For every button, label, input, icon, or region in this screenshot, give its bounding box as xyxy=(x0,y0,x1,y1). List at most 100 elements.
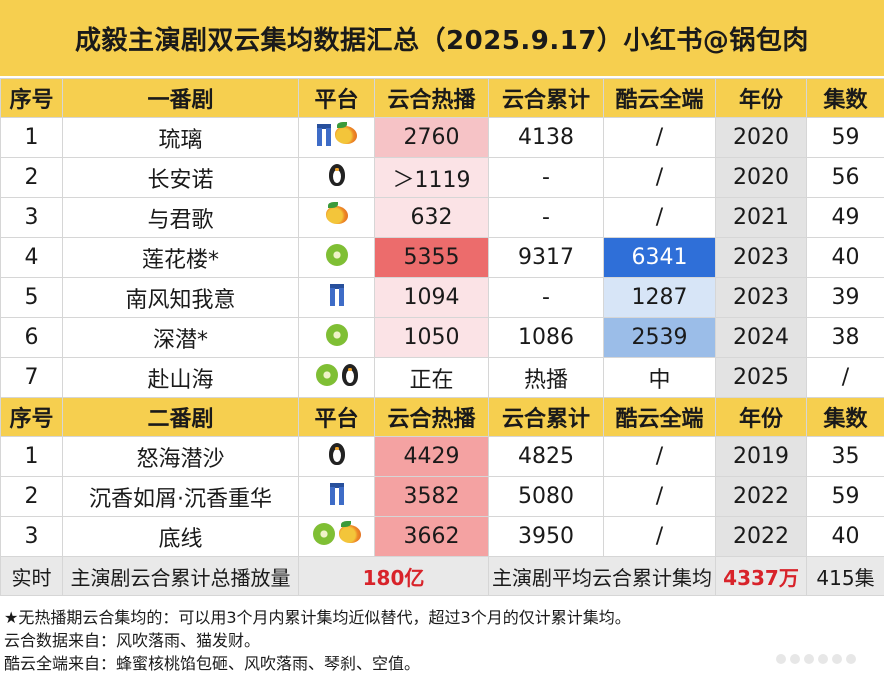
episodes-value: / xyxy=(806,357,884,398)
platform-cell xyxy=(298,237,375,278)
penguin-icon xyxy=(328,163,345,186)
platform-cell xyxy=(298,157,375,198)
platform-cell xyxy=(298,197,375,238)
drama-name: 怒海潜沙 xyxy=(62,436,299,477)
column-header: 集数 xyxy=(806,78,884,118)
kuyun-value: / xyxy=(603,476,716,517)
avg-label: 主演剧平均云合累计集均 xyxy=(488,556,716,596)
row-number: 5 xyxy=(0,277,63,318)
yunhe-total-value: - xyxy=(488,277,604,318)
yunhe-hot-value: 3582 xyxy=(374,476,489,517)
column-header: 年份 xyxy=(715,78,807,118)
column-header: 酷云全端 xyxy=(603,78,716,118)
episodes-value: 40 xyxy=(806,516,884,557)
penguin-icon xyxy=(341,363,358,386)
yunhe-total-value: 4825 xyxy=(488,436,604,477)
row-number: 1 xyxy=(0,436,63,477)
total-plays-label: 主演剧云合累计总播放量 xyxy=(62,556,299,596)
table-row: 1 怒海潜沙 4429 4825/2019 35 xyxy=(0,436,884,477)
drama-name: 沉香如屑·沉香重华 xyxy=(62,476,299,517)
yunhe-hot-value: 1050 xyxy=(374,317,489,358)
summary-row: 实时 主演剧云合累计总播放量 180亿 主演剧平均云合累计集均 4337万 415集 xyxy=(0,556,884,596)
platform-cell xyxy=(298,317,375,358)
drama-name: 赴山海 xyxy=(62,357,299,398)
drama-name: 长安诺 xyxy=(62,157,299,198)
kuyun-value: / xyxy=(603,436,716,477)
yunhe-hot-value: 3662 xyxy=(374,516,489,557)
kuyun-value: / xyxy=(603,197,716,238)
year-value: 2023 xyxy=(715,277,807,318)
column-header: 酷云全端 xyxy=(603,397,716,437)
total-plays-value: 180亿 xyxy=(298,556,489,596)
platform-cell xyxy=(298,436,375,477)
yunhe-total-value: 热播 xyxy=(488,357,604,398)
kiwi-icon xyxy=(325,323,348,346)
table-row: 4 莲花楼* 5355 9317 6341 2023 40 xyxy=(0,237,884,278)
row-number: 2 xyxy=(0,476,63,517)
column-header: 云合热播 xyxy=(374,78,489,118)
kuyun-value: / xyxy=(603,516,716,557)
episodes-value: 59 xyxy=(806,476,884,517)
jeans-icon xyxy=(329,283,344,306)
column-header: 年份 xyxy=(715,397,807,437)
yunhe-hot-value: 632 xyxy=(374,197,489,238)
drama-name: 深潜* xyxy=(62,317,299,358)
platform-cell xyxy=(298,516,375,557)
column-header: 平台 xyxy=(298,78,375,118)
column-header: 云合累计 xyxy=(488,78,604,118)
table-row: 7 赴山海 正在 热播中 2025/ xyxy=(0,357,884,398)
page-title: 成毅主演剧双云集均数据汇总（2025.9.17）小红书@锅包肉 xyxy=(0,0,884,76)
mango-icon xyxy=(325,202,348,224)
row-number: 2 xyxy=(0,157,63,198)
yunhe-total-value: - xyxy=(488,197,604,238)
kiwi-icon xyxy=(315,363,338,386)
kiwi-icon xyxy=(325,243,348,266)
platform-cell xyxy=(298,117,375,158)
mango-icon xyxy=(338,520,361,543)
yunhe-total-value: 3950 xyxy=(488,516,604,557)
table-row: 3 底线 3662 3950/2022 40 xyxy=(0,516,884,557)
year-value: 2023 xyxy=(715,237,807,278)
note-line: 云合数据来自：风吹落雨、猫发财。 xyxy=(4,631,261,650)
watermark xyxy=(776,653,864,665)
kiwi-icon xyxy=(312,522,335,545)
drama-name: 南风知我意 xyxy=(62,277,299,318)
yunhe-total-value: 5080 xyxy=(488,476,604,517)
year-value: 2019 xyxy=(715,436,807,477)
column-header: 集数 xyxy=(806,397,884,437)
yunhe-total-value: 9317 xyxy=(488,237,604,278)
yunhe-total-value: - xyxy=(488,157,604,198)
year-value: 2022 xyxy=(715,516,807,557)
episodes-total: 415集 xyxy=(806,556,884,596)
platform-cell xyxy=(298,277,375,318)
yunhe-total-value: 1086 xyxy=(488,317,604,358)
year-value: 2022 xyxy=(715,476,807,517)
column-header: 平台 xyxy=(298,397,375,437)
year-value: 2020 xyxy=(715,117,807,158)
year-value: 2021 xyxy=(715,197,807,238)
episodes-value: 49 xyxy=(806,197,884,238)
penguin-icon xyxy=(328,442,345,465)
drama-name: 莲花楼* xyxy=(62,237,299,278)
table-row: 5 南风知我意 1094-1287 2023 39 xyxy=(0,277,884,318)
kuyun-value: / xyxy=(603,157,716,198)
drama-name: 底线 xyxy=(62,516,299,557)
yunhe-hot-value: 正在 xyxy=(374,357,489,398)
table-row: 2 长安诺 ＞1119-/2020 56 xyxy=(0,157,884,198)
summary-label: 实时 xyxy=(0,556,63,596)
column-header: 二番剧 xyxy=(62,397,299,437)
row-number: 3 xyxy=(0,516,63,557)
row-number: 3 xyxy=(0,197,63,238)
column-header: 序号 xyxy=(0,78,63,118)
column-header: 云合累计 xyxy=(488,397,604,437)
data-table: 序号 一番剧 平台 云合热播 云合累计 酷云全端 年份 集数 1 琉璃 2760 4138/2020 5… xyxy=(0,78,884,596)
episodes-value: 39 xyxy=(806,277,884,318)
note-line: 酷云全端来自：蜂蜜核桃馅包砸、风吹落雨、琴刹、空值。 xyxy=(4,654,421,673)
row-number: 4 xyxy=(0,237,63,278)
notes: ★无热播期云合集均的：可以用3个月内累计集均近似替代，超过3个月的仅计累计集均。… xyxy=(4,606,631,675)
yunhe-hot-value: 2760 xyxy=(374,117,489,158)
avg-value: 4337万 xyxy=(715,556,807,596)
table-row: 3 与君歌 632-/2021 49 xyxy=(0,197,884,238)
note-line: ★无热播期云合集均的：可以用3个月内累计集均近似替代，超过3个月的仅计累计集均。 xyxy=(4,608,631,627)
row-number: 1 xyxy=(0,117,63,158)
